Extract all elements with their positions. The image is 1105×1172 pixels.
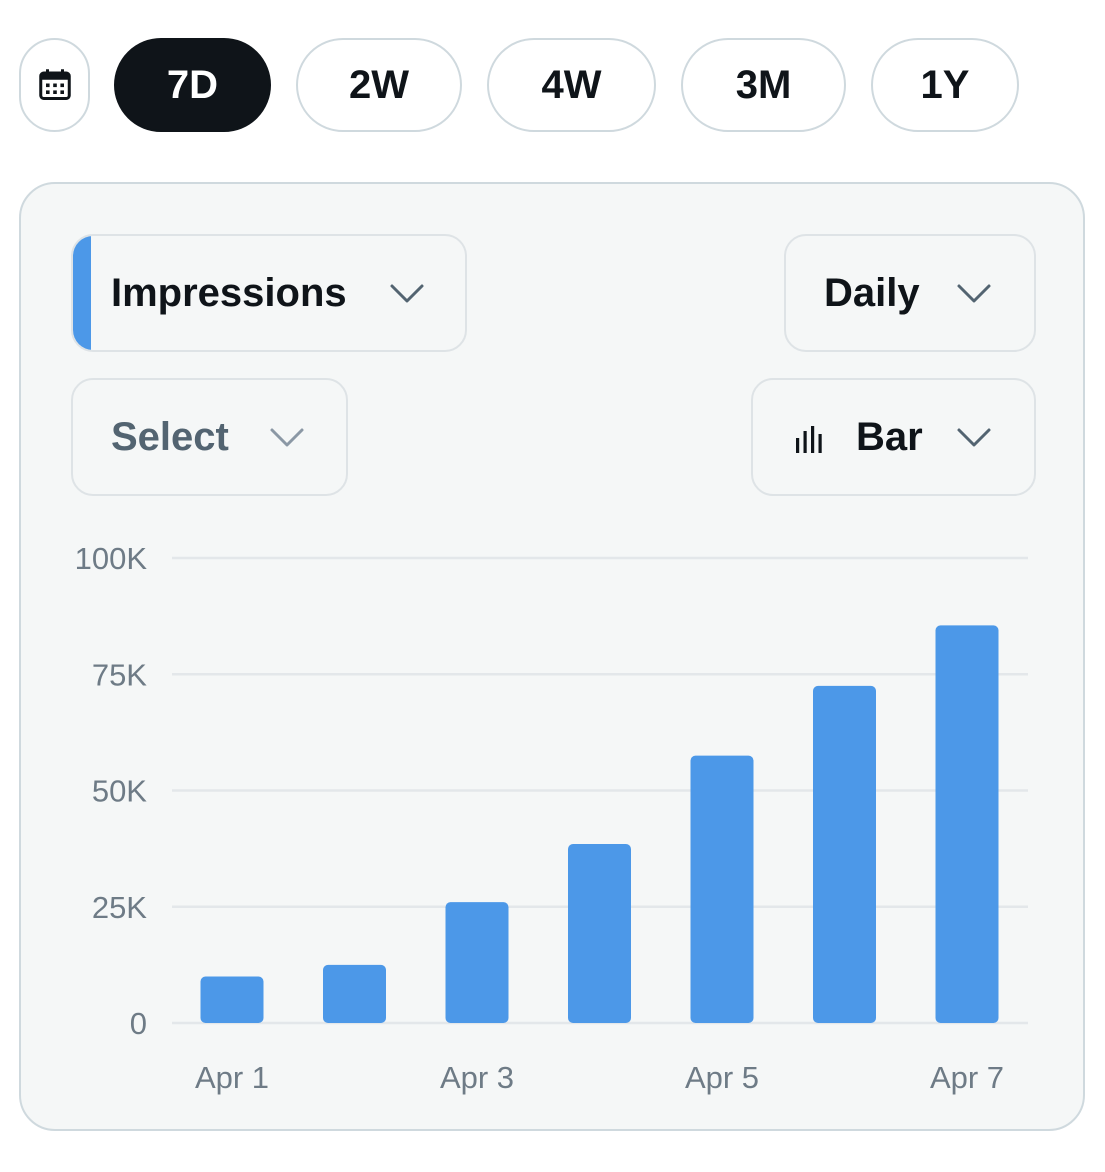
bar-apr-1[interactable] [200,976,264,1024]
range-tab-4w[interactable]: 4W [487,38,656,132]
metric-dropdown[interactable]: Impressions [71,234,467,352]
date-range-selector: 7D 2W 4W 3M 1Y [19,38,1029,132]
chart-type-label: Bar [856,414,923,459]
bar-apr-6[interactable] [813,685,876,1023]
chevron-down-icon [957,284,991,303]
chevron-down-icon [270,428,304,447]
bar-apr-2[interactable] [323,964,386,1023]
bar-apr-3[interactable] [445,902,509,1023]
bar-apr-4[interactable] [568,843,631,1023]
calendar-icon [38,69,71,100]
range-tab-3m[interactable]: 3M [681,38,846,132]
interval-dropdown[interactable]: Daily [784,234,1036,352]
chart-type-dropdown[interactable]: Bar [751,378,1036,496]
metric-dropdown-label: Impressions [111,270,347,315]
compare-dropdown-label: Select [111,414,229,459]
bar-apr-7[interactable] [935,625,999,1023]
range-tab-2w[interactable]: 2W [296,38,462,132]
analytics-card: Impressions Daily Select Bar [19,182,1085,1131]
chevron-down-icon [957,428,991,447]
compare-metric-dropdown[interactable]: Select [71,378,348,496]
interval-dropdown-label: Daily [824,270,920,315]
range-tab-7d[interactable]: 7D [114,38,271,132]
metric-color-indicator [73,236,91,350]
calendar-button[interactable] [19,38,90,132]
bar-chart-icon [796,426,822,453]
range-tab-1y[interactable]: 1Y [871,38,1019,132]
chevron-down-icon [390,284,424,303]
bar-apr-5[interactable] [690,755,754,1023]
